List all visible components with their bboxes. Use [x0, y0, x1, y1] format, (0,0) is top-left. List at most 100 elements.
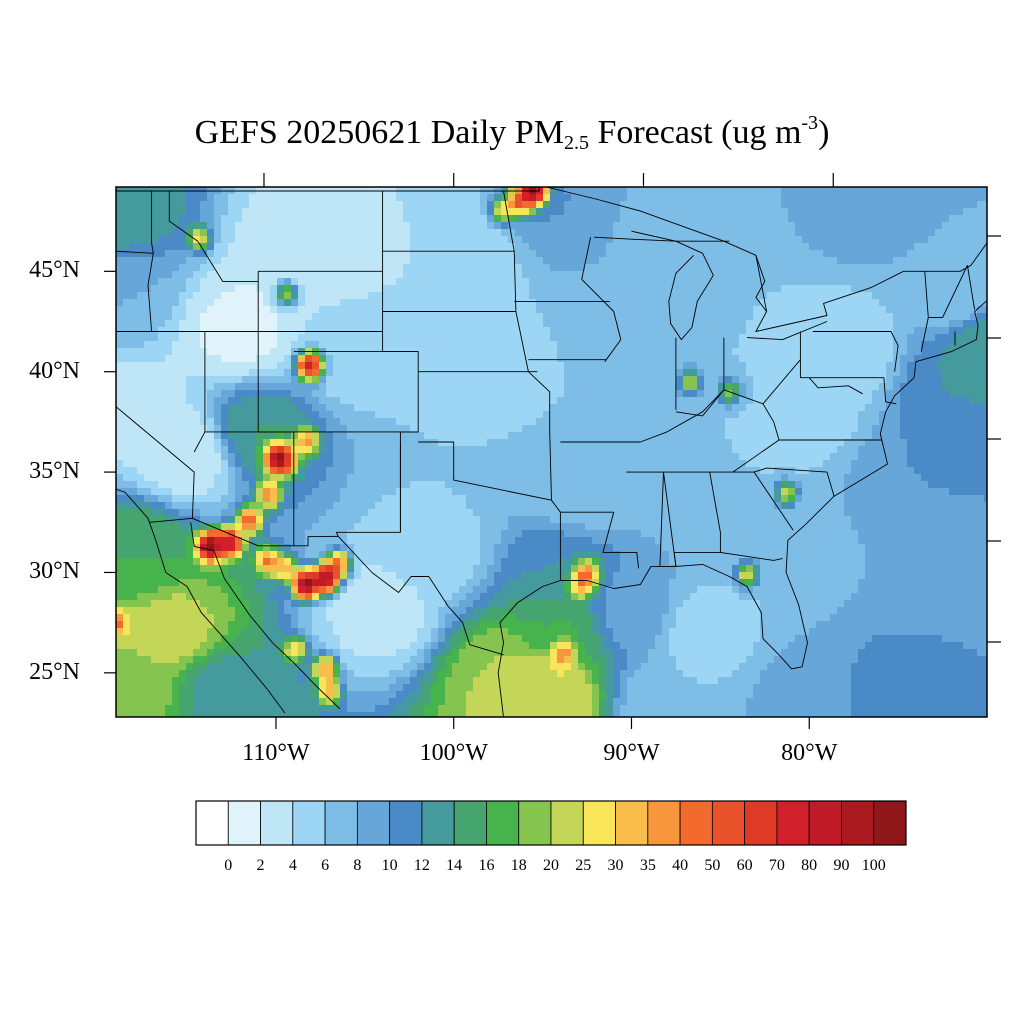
field-cell [900, 453, 908, 461]
field-cell [830, 320, 838, 328]
field-cell [900, 243, 908, 251]
field-cell [900, 313, 908, 321]
field-cell [837, 411, 845, 419]
field-cell [459, 397, 467, 405]
field-cell [921, 453, 929, 461]
field-cell [893, 453, 901, 461]
field-cell [970, 215, 978, 223]
field-cell [186, 250, 194, 258]
field-cell [326, 341, 334, 349]
field-cell [781, 397, 789, 405]
field-cell [312, 257, 320, 265]
field-cell [193, 229, 201, 237]
field-cell [564, 285, 572, 293]
field-cell [620, 215, 628, 223]
field-cell [606, 341, 614, 349]
field-cell [585, 355, 593, 363]
field-cell [802, 362, 810, 370]
field-cell [662, 187, 670, 195]
field-cell [459, 271, 467, 279]
field-cell [221, 341, 229, 349]
field-cell [564, 446, 572, 454]
field-cell [277, 306, 285, 314]
field-cell [844, 432, 852, 440]
field-cell [865, 439, 873, 447]
field-cell [648, 194, 656, 202]
field-cell [669, 229, 677, 237]
field-cell [179, 383, 187, 391]
field-cell [578, 236, 586, 244]
field-cell [669, 453, 677, 461]
field-cell [571, 222, 579, 230]
field-cell [690, 453, 698, 461]
field-cell [438, 432, 446, 440]
field-cell [865, 250, 873, 258]
field-cell [137, 229, 145, 237]
field-cell [403, 320, 411, 328]
field-cell [137, 453, 145, 461]
field-cell [844, 194, 852, 202]
field-cell [823, 306, 831, 314]
field-cell [375, 341, 383, 349]
field-cell [466, 327, 474, 335]
field-cell [830, 362, 838, 370]
field-cell [739, 236, 747, 244]
field-cell [291, 439, 299, 447]
field-cell [970, 390, 978, 398]
field-cell [648, 243, 656, 251]
field-cell [851, 383, 859, 391]
field-cell [928, 313, 936, 321]
field-cell [186, 278, 194, 286]
field-cell [130, 229, 138, 237]
field-cell [872, 425, 880, 433]
field-cell [116, 446, 124, 454]
field-cell [872, 208, 880, 216]
field-cell [221, 201, 229, 209]
field-cell [529, 348, 537, 356]
field-cell [438, 264, 446, 272]
field-cell [501, 257, 509, 265]
field-cell [690, 362, 698, 370]
field-cell [844, 348, 852, 356]
field-cell [711, 432, 719, 440]
field-cell [767, 432, 775, 440]
field-cell [557, 453, 565, 461]
field-cell [487, 432, 495, 440]
field-cell [928, 243, 936, 251]
field-cell [690, 348, 698, 356]
field-cell [683, 446, 691, 454]
field-cell [522, 446, 530, 454]
field-cell [165, 236, 173, 244]
field-cell [326, 362, 334, 370]
field-cell [151, 439, 159, 447]
field-cell [949, 320, 957, 328]
field-cell [914, 425, 922, 433]
field-cell [732, 355, 740, 363]
field-cell [725, 215, 733, 223]
field-cell [676, 446, 684, 454]
field-cell [396, 194, 404, 202]
field-cell [277, 411, 285, 419]
field-cell [781, 306, 789, 314]
field-cell [326, 208, 334, 216]
field-cell [697, 397, 705, 405]
field-cell [305, 355, 313, 363]
field-cell [424, 362, 432, 370]
field-cell [466, 250, 474, 258]
field-cell [767, 320, 775, 328]
field-cell [809, 432, 817, 440]
field-cell [270, 397, 278, 405]
field-cell [354, 306, 362, 314]
field-cell [249, 460, 257, 468]
field-cell [494, 222, 502, 230]
field-cell [389, 397, 397, 405]
field-cell [893, 418, 901, 426]
field-cell [445, 208, 453, 216]
field-cell [354, 397, 362, 405]
field-cell [137, 460, 145, 468]
field-cell [452, 222, 460, 230]
field-cell [347, 341, 355, 349]
field-cell [914, 453, 922, 461]
field-cell [151, 243, 159, 251]
field-cell [704, 250, 712, 258]
